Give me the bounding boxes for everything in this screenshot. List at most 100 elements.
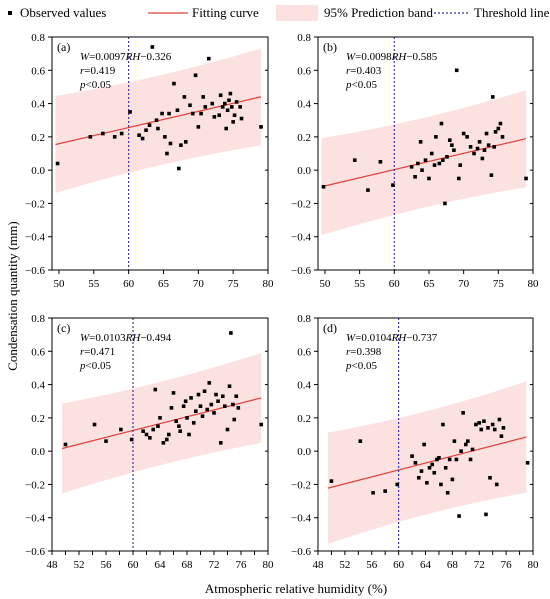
data-point bbox=[458, 163, 462, 167]
y-tick-label: 0.0 bbox=[31, 446, 45, 458]
data-point bbox=[223, 101, 227, 106]
y-tick-label: 0.4 bbox=[31, 380, 45, 392]
data-point bbox=[432, 470, 437, 475]
x-tick-label: 72 bbox=[209, 559, 220, 571]
data-point bbox=[468, 145, 473, 149]
data-point bbox=[234, 394, 239, 399]
data-point bbox=[227, 384, 232, 389]
data-point bbox=[217, 113, 222, 118]
data-point bbox=[450, 143, 454, 147]
data-point bbox=[156, 424, 160, 428]
data-point bbox=[193, 73, 198, 78]
data-point bbox=[203, 105, 208, 109]
p-value: p<0.05 bbox=[79, 360, 111, 372]
data-point bbox=[198, 404, 203, 409]
data-point bbox=[423, 158, 428, 162]
data-point bbox=[459, 449, 463, 453]
y-tick-label: 0.2 bbox=[31, 132, 45, 144]
data-point bbox=[232, 417, 237, 422]
plot-area bbox=[55, 37, 263, 270]
data-point bbox=[205, 407, 210, 412]
x-tick-label: 68 bbox=[447, 559, 459, 571]
x-tick-label: 80 bbox=[528, 559, 540, 571]
data-point bbox=[182, 95, 187, 99]
data-point bbox=[524, 176, 528, 181]
eq-intercept: −0.737 bbox=[406, 332, 437, 344]
data-point bbox=[475, 146, 480, 151]
r-symbol: r bbox=[80, 65, 85, 77]
data-point bbox=[141, 429, 145, 433]
y-tick-label: 0.0 bbox=[31, 165, 45, 177]
x-tick-label: 50 bbox=[53, 278, 65, 290]
y-tick-label: 0.2 bbox=[31, 413, 45, 425]
p-value: p<0.05 bbox=[79, 79, 111, 91]
panel-label: (c) bbox=[57, 321, 70, 335]
x-tick-label: 75 bbox=[228, 278, 240, 290]
data-point bbox=[225, 108, 230, 113]
data-point bbox=[229, 105, 234, 109]
x-tick-label: 68 bbox=[182, 559, 194, 571]
data-point bbox=[395, 482, 400, 487]
data-point bbox=[207, 381, 212, 385]
data-point bbox=[358, 439, 363, 443]
data-point bbox=[456, 176, 461, 181]
data-point bbox=[493, 130, 498, 134]
data-point bbox=[427, 465, 432, 470]
x-tick-label: 48 bbox=[47, 559, 59, 571]
y-tick-label: 0.4 bbox=[31, 99, 45, 111]
data-point bbox=[452, 148, 456, 152]
data-point bbox=[352, 158, 357, 162]
data-point bbox=[371, 490, 375, 495]
data-point bbox=[218, 441, 223, 445]
data-point bbox=[416, 161, 420, 166]
data-point bbox=[489, 173, 494, 177]
y-tick-label: −0.4 bbox=[291, 232, 311, 244]
data-point bbox=[183, 399, 188, 404]
data-point bbox=[366, 188, 370, 192]
y-tick-label: −0.2 bbox=[25, 198, 45, 210]
fitting-curve bbox=[61, 397, 262, 450]
legend-fit-label: Fitting curve bbox=[192, 5, 259, 20]
eq-variable: RH bbox=[125, 332, 142, 344]
data-point bbox=[461, 131, 466, 136]
data-point bbox=[171, 391, 176, 395]
y-tick-label: 0.6 bbox=[297, 346, 311, 358]
y-tick-label: −0.4 bbox=[25, 232, 45, 244]
x-tick-label: 65 bbox=[423, 278, 435, 290]
data-point bbox=[430, 462, 435, 467]
data-point bbox=[461, 411, 465, 415]
eq-response: W bbox=[346, 51, 356, 63]
data-point bbox=[231, 120, 235, 124]
data-point bbox=[225, 427, 230, 432]
data-point bbox=[472, 151, 476, 156]
data-point bbox=[466, 439, 470, 443]
eq-intercept: −0.326 bbox=[140, 51, 171, 63]
correlation-r: r=0.398 bbox=[346, 346, 382, 358]
data-point bbox=[525, 460, 530, 465]
y-tick-label: −0.6 bbox=[25, 546, 45, 558]
data-point bbox=[210, 101, 215, 106]
y-tick-label: 0.6 bbox=[31, 65, 45, 77]
data-point bbox=[140, 136, 145, 141]
data-point bbox=[477, 421, 482, 425]
eq-response: W bbox=[80, 51, 90, 63]
y-tick-label: −0.2 bbox=[25, 479, 45, 491]
data-point bbox=[209, 402, 214, 407]
data-point bbox=[55, 161, 60, 166]
data-point bbox=[494, 482, 499, 487]
data-point bbox=[178, 429, 183, 433]
data-point bbox=[158, 416, 162, 420]
data-point bbox=[174, 419, 178, 423]
data-point bbox=[228, 91, 233, 96]
x-axis-title: Atmospheric relative humidity (%) bbox=[205, 581, 387, 596]
x-tick-label: 60 bbox=[123, 278, 135, 290]
data-point bbox=[167, 111, 171, 116]
data-point bbox=[166, 432, 171, 437]
x-tick-label: 60 bbox=[128, 559, 140, 571]
data-point bbox=[161, 441, 166, 445]
data-point bbox=[165, 151, 169, 156]
y-tick-label: 0.8 bbox=[31, 32, 45, 44]
data-point bbox=[104, 439, 108, 443]
data-point bbox=[183, 140, 188, 144]
data-point bbox=[220, 394, 225, 399]
